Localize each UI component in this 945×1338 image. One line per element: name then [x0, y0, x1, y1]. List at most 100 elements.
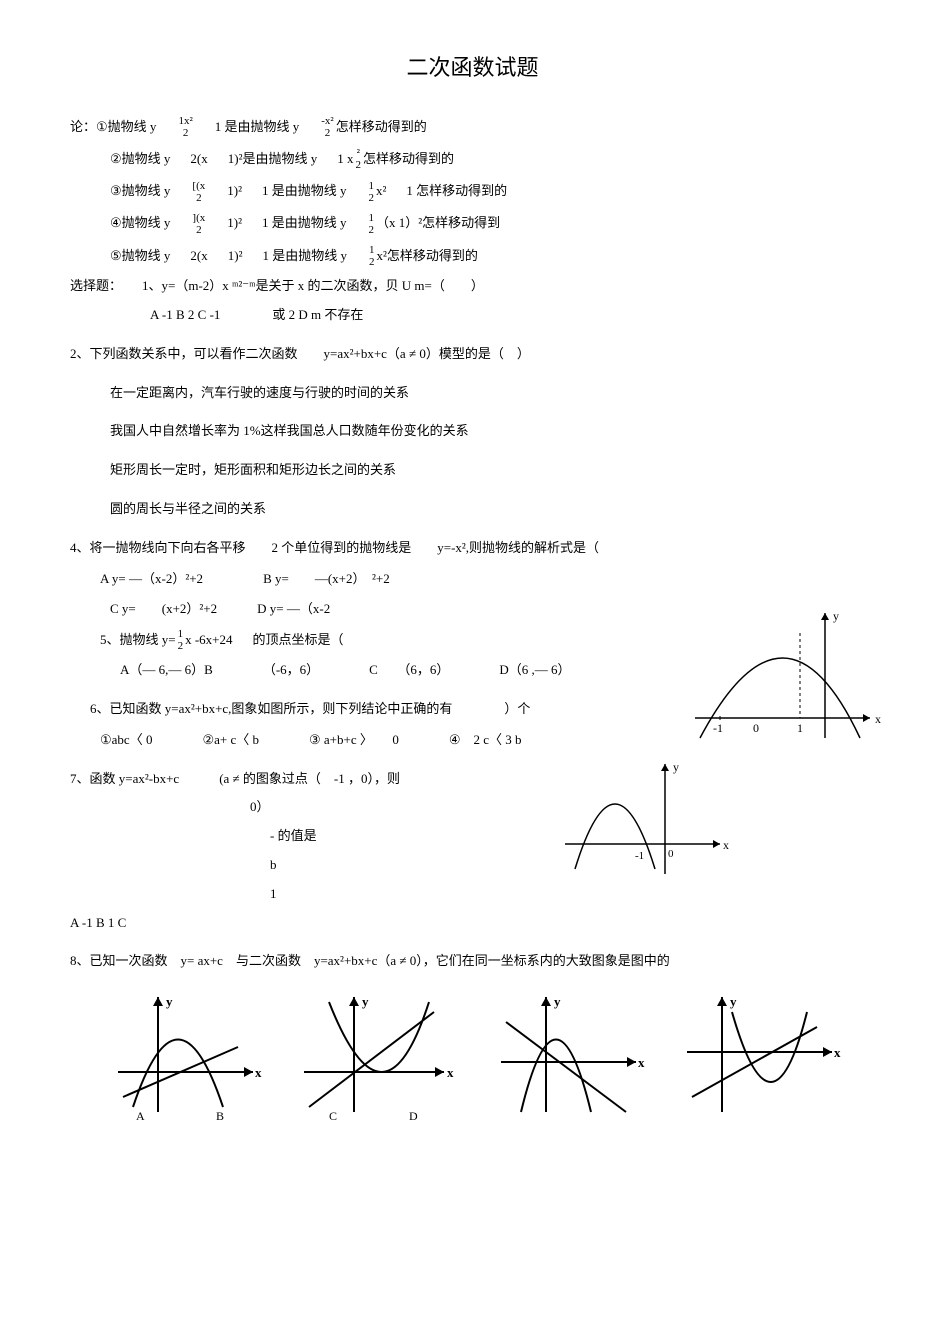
svg-text:y: y — [362, 994, 369, 1009]
fraction: -x² 2 — [321, 115, 333, 139]
item-num: ② — [110, 149, 122, 170]
svg-text:C: C — [329, 1109, 337, 1123]
item-num: ⑤ — [110, 246, 122, 267]
text: 1 是由抛物线 y — [262, 213, 347, 234]
q7-d: b — [270, 855, 277, 876]
q2-text: 2、下列函数关系中，可以看作二次函数 y=ax²+bx+c（a ≠ 0）模型的是… — [70, 344, 875, 365]
discussion-block: 论： ① 抛物线 y 1x² 2 1 是由抛物线 y -x² 2 怎样移动得到的… — [70, 115, 875, 268]
q6-c1: ①abc〈 0 — [100, 730, 152, 751]
q2-c: 矩形周长一定时，矩形面积和矩形边长之间的关系 — [70, 460, 875, 481]
q8-graph-a: x y A B — [108, 992, 258, 1122]
q4-a: A y= —（x-2）²+2 — [100, 569, 203, 590]
svg-text:B: B — [216, 1109, 224, 1123]
fraction: 1 2 — [369, 180, 375, 204]
text: 1 x — [337, 149, 353, 170]
svg-text:x: x — [447, 1065, 454, 1080]
text: 1 是由抛物线 y — [262, 181, 347, 202]
text: 怎样移动得到的 — [363, 149, 454, 170]
text: 抛物线 y — [122, 181, 171, 202]
text: 抛物线 y — [108, 117, 157, 138]
q5-mid: x -6x+24 — [185, 630, 232, 651]
svg-text:x: x — [638, 1055, 645, 1070]
q7-opts: A -1 B 1 C — [70, 913, 126, 934]
text: 1)² — [227, 181, 242, 202]
q4-b: B y= —(x+2） ²+2 — [263, 569, 390, 590]
q7-e: 1 — [270, 884, 277, 905]
svg-text:-1: -1 — [635, 850, 644, 862]
text: 1)² — [228, 149, 243, 170]
fraction: [(x 2 — [192, 180, 205, 204]
svg-text:y: y — [166, 994, 173, 1009]
text: 怎样移动得到 — [422, 213, 500, 234]
svg-text:y: y — [554, 994, 561, 1009]
q7-a: 7、函数 y=ax²-bx+c — [70, 769, 179, 790]
svg-text:x: x — [875, 712, 881, 726]
q8-graph-b: x y C D — [294, 992, 454, 1122]
q4-c: C y= (x+2）²+2 — [110, 599, 217, 620]
text: 2(x — [190, 149, 207, 170]
item-num: ④ — [110, 213, 122, 234]
q4-text: 4、将一抛物线向下向右各平移 2 个单位得到的抛物线是 y=-x²,则抛物线的解… — [70, 538, 875, 559]
text: 怎样移动得到的 — [387, 246, 478, 267]
text: 2(x — [190, 246, 207, 267]
svg-text:y: y — [673, 760, 679, 774]
q5-b: （-6，6） — [263, 660, 319, 681]
svg-text:-1: -1 — [713, 721, 723, 735]
text: 1)² — [227, 213, 242, 234]
svg-text:y: y — [833, 609, 839, 623]
q7-b2: 0） — [250, 797, 270, 818]
svg-text:x: x — [723, 838, 729, 852]
text: （x 1）² — [376, 213, 422, 234]
text: x² — [377, 246, 387, 267]
svg-text:x: x — [834, 1045, 841, 1060]
q5-a: A（— 6,— 6）B — [120, 660, 213, 681]
text: 1)² — [228, 246, 243, 267]
text: 抛物线 y — [122, 149, 171, 170]
fraction: 1 2 — [369, 212, 375, 236]
fraction: 1 2 — [369, 244, 375, 268]
q7-b: (a ≠ 的图象过点（ -1 ，0），则 — [219, 769, 400, 790]
q5-c: C （6，6） — [369, 660, 449, 681]
q8-graphs: x y A B x y C D x y x y — [70, 992, 875, 1122]
item-num: ① — [96, 117, 108, 138]
q6-c3: ③ a+b+c 〉 0 — [309, 730, 399, 751]
svg-text:x: x — [255, 1065, 262, 1080]
text: 怎样移动得到的 — [336, 117, 427, 138]
q1-opts: A -1 B 2 C -1 或 2 D m 不存在 — [150, 305, 363, 326]
q6-graph: x y -1 0 1 — [685, 608, 875, 755]
text: 1 是由抛物线 y — [263, 246, 348, 267]
fraction: ² 2 — [356, 147, 362, 171]
fraction: ](x 2 — [192, 212, 205, 236]
q1-text: 1、y=（m-2）x ᵐ²⁻ᵐ是关于 x 的二次函数，贝 U m=（ ） — [142, 276, 484, 297]
text: 抛物线 y — [122, 246, 171, 267]
q5-d: D（6 ,— 6） — [499, 660, 570, 681]
q6-c4: ④ 2 c〈 3 b — [449, 730, 522, 751]
q6-c2: ②a+ c〈 b — [202, 730, 259, 751]
text: 1 怎样移动得到的 — [406, 181, 507, 202]
svg-text:0: 0 — [668, 848, 674, 860]
item-num: ③ — [110, 181, 122, 202]
svg-text:1: 1 — [797, 721, 803, 735]
mc-label: 选择题： — [70, 276, 122, 297]
q2-d: 圆的周长与半径之间的关系 — [70, 499, 875, 520]
fraction: 1x² 2 — [178, 115, 192, 139]
page-title: 二次函数试题 — [70, 50, 875, 85]
svg-text:y: y — [730, 994, 737, 1009]
q7-c: - 的值是 — [270, 826, 317, 847]
q4-d: D y= —（x-2 — [257, 599, 330, 620]
q8-text: 8、已知一次函数 y= ax+c 与二次函数 y=ax²+bx+c（a ≠ 0）… — [70, 951, 875, 972]
text: 是由抛物线 y — [243, 149, 318, 170]
q5-post: 的顶点坐标是（ — [253, 630, 344, 651]
text: 抛物线 y — [122, 213, 171, 234]
text: x² — [376, 181, 386, 202]
svg-text:D: D — [409, 1109, 418, 1123]
q8-graph-d: x y — [677, 992, 837, 1122]
svg-text:0: 0 — [753, 721, 759, 735]
q8-graph-c: x y — [491, 992, 641, 1122]
fraction: 1 2 — [178, 628, 184, 652]
q2-a: 在一定距离内，汽车行驶的速度与行驶的时间的关系 — [70, 383, 875, 404]
q2-b: 我国人中自然增长率为 1%这样我国总人口数随年份变化的关系 — [70, 421, 875, 442]
svg-text:A: A — [136, 1109, 145, 1123]
text: 1 是由抛物线 y — [215, 117, 300, 138]
q5-pre: 5、抛物线 y= — [100, 630, 176, 651]
